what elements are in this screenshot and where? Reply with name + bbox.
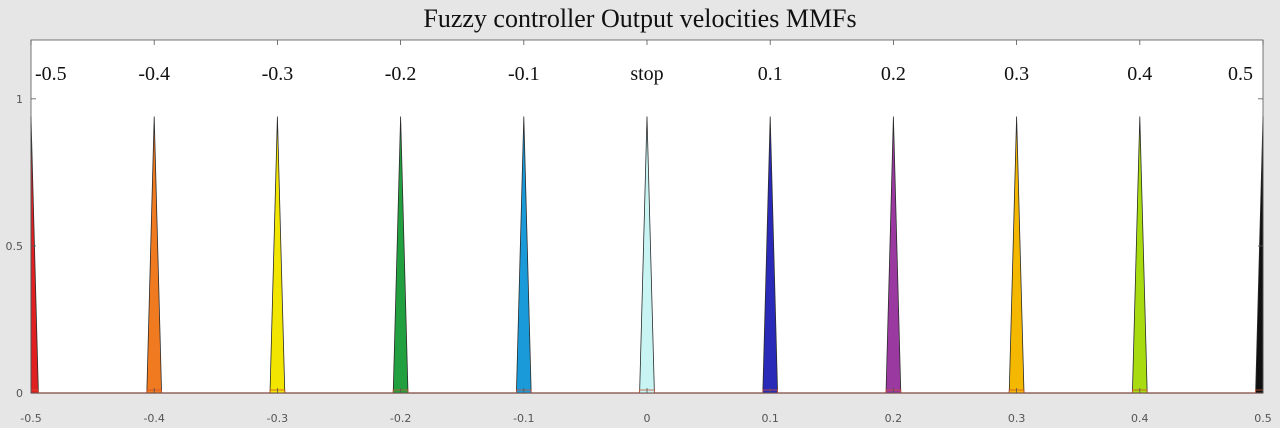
y-tick-label-1: 0.5	[6, 240, 24, 253]
x-tick-label-5: 0	[644, 412, 651, 425]
x-tick-label-4: -0.1	[513, 412, 534, 425]
x-tick-label-1: -0.4	[143, 412, 164, 425]
x-tick-label-3: -0.2	[390, 412, 411, 425]
mf-label-10: 0.5	[1228, 63, 1253, 85]
mf-label-1: -0.4	[138, 63, 170, 85]
y-tick-label-0: 0	[16, 387, 23, 400]
mf-label-0: -0.5	[35, 63, 67, 85]
mf-label-2: -0.3	[262, 63, 294, 85]
x-tick-label-9: 0.4	[1131, 412, 1149, 425]
chart-title: Fuzzy controller Output velocities MMFs	[423, 4, 856, 33]
x-tick-label-7: 0.2	[885, 412, 903, 425]
x-tick-label-10: 0.5	[1254, 412, 1272, 425]
y-tick-label-2: 1	[16, 93, 23, 106]
mf-label-3: -0.2	[385, 63, 417, 85]
mf-label-5: stop	[630, 63, 663, 85]
mf-labels: -0.5 -0.4 -0.3 -0.2 -0.1 stop 0.1 0.2 0.3 0.4 0.5	[35, 63, 1253, 85]
mf-label-4: -0.1	[508, 63, 540, 85]
chart-axes: -0.5 -0.4 -0.3 -0.2 -0.1 0 0.1 0.2 0.3 0.4 0.5 0 0.5…	[6, 39, 1272, 425]
mf-label-6: 0.1	[758, 63, 783, 85]
mf-label-9: 0.4	[1127, 63, 1152, 85]
mf-label-8: 0.3	[1004, 63, 1029, 85]
x-tick-label-0: -0.5	[20, 412, 41, 425]
mf-label-7: 0.2	[881, 63, 906, 85]
x-tick-label-2: -0.3	[267, 412, 288, 425]
x-tick-label-6: 0.1	[761, 412, 779, 425]
x-tick-label-8: 0.3	[1008, 412, 1026, 425]
